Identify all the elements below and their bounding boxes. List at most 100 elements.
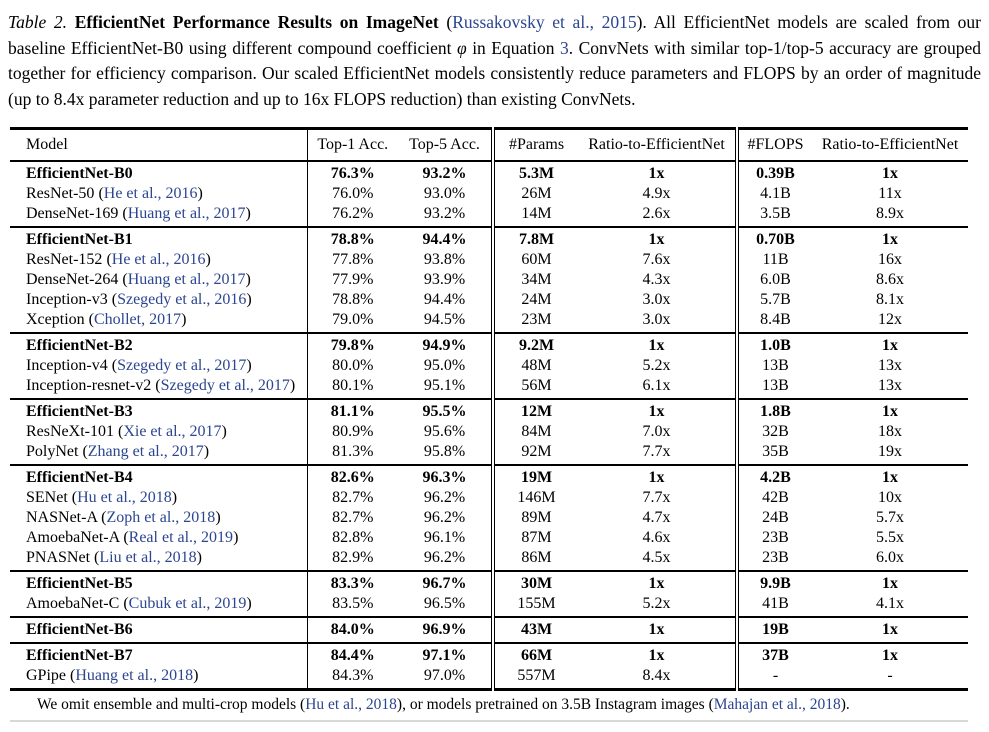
citation-link[interactable]: Szegedy et al., 2017 [160, 377, 290, 395]
citation-link[interactable]: Hu et al., 2018 [77, 489, 172, 507]
model-group-5: EfficientNet-B5 83.3% 96.7% 30M 1x 9.9B 1x Amoe… [10, 571, 968, 618]
table-row: EfficientNet-B6 84.0% 96.9% 43M 1x 19B 1x [10, 617, 968, 644]
model-name-cell: AmoebaNet-A (Real et al., 2019) [26, 529, 239, 547]
top5-acc-cell: 96.2% [423, 489, 466, 507]
flops-ratio-cell: 13x [878, 357, 902, 375]
top5-acc-cell: 95.0% [423, 357, 466, 375]
top1-acc-cell: 81.1% [306, 399, 398, 423]
top5-acc-cell: 94.9% [422, 337, 467, 355]
top1-acc-cell: 77.8% [306, 250, 398, 271]
top5-acc-cell: 94.4% [422, 231, 467, 249]
model-name: SENet [26, 489, 68, 507]
citation-link[interactable]: He et al., 2016 [111, 251, 206, 269]
footnote-citation-link[interactable]: Hu et al., 2018 [305, 696, 397, 714]
params-ratio-cell: 1x [648, 575, 665, 593]
caption-citation-link[interactable]: Russakovsky et al., 2015 [452, 12, 637, 32]
table-row: Xception (Chollet, 2017) 79.0% 94.5% 23M 3.0… [10, 310, 968, 334]
top1-acc-cell: 76.3% [306, 161, 398, 185]
flops-cell: 37B [735, 643, 812, 667]
table-row: AmoebaNet-C (Cubuk et al., 2019) 83.5% 96.… [10, 594, 968, 618]
citation-link[interactable]: Liu et al., 2018 [99, 549, 197, 567]
flops-cell: 1.0B [735, 333, 812, 357]
params-ratio-cell: 1x [648, 231, 665, 249]
params-ratio-cell: 4.9x [642, 185, 671, 203]
model-name-cell: ResNet-50 (He et al., 2016) [26, 185, 203, 203]
model-name-cell: PolyNet (Zhang et al., 2017) [26, 443, 210, 461]
caption-text-segment [67, 12, 75, 32]
top1-acc-cell: 82.7% [306, 508, 398, 529]
table-row: ResNet-50 (He et al., 2016) 76.0% 93.0% 26M… [10, 184, 968, 205]
flops-cell: 8.4B [735, 310, 812, 334]
caption-text-segment: Table 2. [8, 12, 68, 32]
params-cell: 5.3M [491, 161, 578, 185]
params-ratio-cell: 4.7x [642, 509, 671, 527]
top5-acc-cell: 93.9% [423, 271, 466, 289]
params-cell: 26M [491, 184, 578, 205]
flops-cell: 1.8B [735, 399, 812, 423]
table-row: Inception-v4 (Szegedy et al., 2017) 80.0%… [10, 356, 968, 377]
params-cell: 92M [491, 442, 578, 466]
params-cell: 43M [491, 617, 578, 644]
citation-link[interactable]: Huang et al., 2017 [127, 205, 246, 223]
citation-link[interactable]: Szegedy et al., 2016 [117, 291, 247, 309]
top1-acc-cell: 84.3% [306, 666, 398, 690]
model-name: ResNet-152 [26, 251, 103, 269]
citation-link[interactable]: Szegedy et al., 2017 [117, 357, 247, 375]
top5-acc-cell: 96.1% [423, 529, 466, 547]
table-footnote: We omit ensemble and multi-crop models (… [10, 691, 968, 723]
flops-ratio-cell: 4.1x [876, 595, 904, 613]
flops-ratio-cell: 5.7x [876, 509, 904, 527]
column-header-ratio-to-efficientnet: Ratio-to-EfficientNet [821, 136, 959, 154]
citation-link[interactable]: He et al., 2016 [103, 185, 198, 203]
params-cell: 23M [491, 310, 578, 334]
top5-acc-cell: 95.1% [423, 377, 466, 395]
footnote-text-segment: We omit ensemble and multi-crop models ( [37, 696, 306, 714]
params-cell: 7.8M [491, 227, 578, 251]
table-row: EfficientNet-B3 81.1% 95.5% 12M 1x 1.8B 1x [10, 399, 968, 423]
citation-link[interactable]: Xie et al., 2017 [123, 423, 222, 441]
top1-acc-cell: 79.0% [306, 310, 398, 334]
citation-link[interactable]: Zoph et al., 2018 [106, 509, 216, 527]
footnote-citation-link[interactable]: Mahajan et al., 2018 [713, 696, 841, 714]
citation-link[interactable]: Real et al., 2019 [128, 529, 234, 547]
table-row: GPipe (Huang et al., 2018) 84.3% 97.0% 557M… [10, 666, 968, 690]
params-cell: 9.2M [491, 333, 578, 357]
model-name-cell: EfficientNet-B3 [10, 399, 307, 422]
citation-link[interactable]: Huang et al., 2017 [127, 271, 246, 289]
flops-cell: 35B [735, 442, 812, 466]
flops-cell: 0.70B [735, 227, 812, 251]
column-header-top-5-acc-: Top-5 Acc. [409, 136, 480, 154]
params-cell: 19M [491, 465, 578, 489]
model-group-0: EfficientNet-B0 76.3% 93.2% 5.3M 1x 0.39B 1x Re… [10, 161, 968, 228]
citation-link[interactable]: Cubuk et al., 2019 [128, 595, 247, 613]
flops-cell: 23B [735, 528, 812, 549]
citation-link[interactable]: Zhang et al., 2017 [87, 443, 204, 461]
citation-link[interactable]: Chollet, 2017 [93, 311, 182, 329]
model-name-cell: EfficientNet-B7 [10, 643, 307, 666]
params-cell: 12M [491, 399, 578, 423]
model-name: EfficientNet-B5 [26, 575, 133, 593]
top5-acc-cell: 97.0% [423, 667, 466, 685]
model-name: Xception [26, 311, 85, 329]
params-ratio-cell: 2.6x [642, 205, 671, 223]
params-cell: 56M [491, 376, 578, 400]
params-ratio-cell: 5.2x [642, 357, 671, 375]
flops-ratio-cell: 1x [882, 621, 898, 639]
model-name: Inception-v4 [26, 357, 108, 375]
flops-cell: 5.7B [735, 290, 812, 311]
model-group-2: EfficientNet-B2 79.8% 94.9% 9.2M 1x 1.0B 1x Inc… [10, 333, 968, 400]
citation-link[interactable]: Huang et al., 2018 [75, 667, 194, 685]
params-ratio-cell: 1x [648, 403, 665, 421]
top5-acc-cell: 95.8% [423, 443, 466, 461]
table-row: EfficientNet-B4 82.6% 96.3% 19M 1x 4.2B 1x [10, 465, 968, 489]
table-row: ResNet-152 (He et al., 2016) 77.8% 93.8% 60… [10, 250, 968, 271]
caption-citation-link[interactable]: 3 [560, 37, 569, 58]
params-cell: 60M [491, 250, 578, 271]
model-name: PNASNet [26, 549, 91, 567]
params-ratio-cell: 1x [648, 337, 665, 355]
table-row: Inception-v3 (Szegedy et al., 2016) 78.8%… [10, 290, 968, 311]
column-header--flops: #FLOPS [735, 128, 812, 162]
top1-acc-cell: 83.3% [306, 571, 398, 595]
model-name: DenseNet-169 [26, 205, 119, 223]
